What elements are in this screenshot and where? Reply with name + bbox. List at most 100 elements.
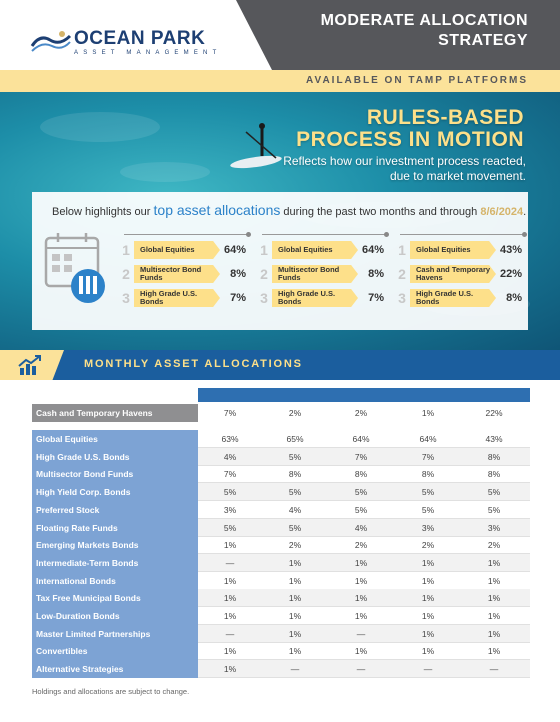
- allocation-item: 1 Global Equities 64%: [118, 240, 250, 260]
- column-divider: [262, 232, 389, 237]
- intro-end: .: [523, 206, 527, 218]
- allocation-item: 3 High Grade U.S. Bonds 7%: [256, 288, 388, 308]
- rank-arrow: [272, 265, 358, 283]
- rank-arrow: [134, 265, 220, 283]
- table-cell: 5%: [487, 504, 501, 515]
- allocation-item: 2 Multisector Bond Funds 8%: [118, 264, 250, 284]
- row-background: [198, 589, 530, 608]
- table-cell: 5%: [223, 487, 237, 498]
- row-background: [198, 624, 530, 643]
- row-label: Intermediate-Term Bonds: [32, 553, 198, 572]
- row-label: Global Equities: [32, 430, 198, 448]
- rank-number: 1: [122, 242, 130, 258]
- table-cell: 1%: [223, 611, 237, 621]
- table-cell: 1%: [421, 408, 435, 418]
- intro-text: Below highlights our top asset allocatio…: [52, 202, 526, 218]
- rank-number: 1: [398, 242, 406, 258]
- table-cell: 8%: [421, 469, 435, 480]
- row-separator: [198, 659, 530, 661]
- allocation-label: Cash and Temporary Havens: [416, 265, 491, 282]
- rank-arrow: [272, 289, 358, 307]
- table-cell: 1%: [288, 628, 302, 639]
- row-label: Emerging Markets Bonds: [32, 536, 198, 555]
- allocation-label: Global Equities: [140, 245, 195, 255]
- allocation-value: 8%: [368, 268, 384, 280]
- intro-middle: during the past two months and through: [280, 206, 481, 218]
- divider-dot: [246, 232, 251, 237]
- allocation-column: 1 Global Equities 64% 2 Multisector Bond…: [118, 232, 251, 316]
- table-cell: 1%: [487, 575, 501, 586]
- table-cell: 2%: [288, 408, 302, 418]
- table-cell: —: [225, 557, 235, 568]
- rank-number: 2: [398, 266, 406, 282]
- table-cell: 2%: [487, 540, 501, 551]
- allocation-item: 2 Multisector Bond Funds 8%: [256, 264, 388, 284]
- table-row: Master Limited Partnerships — 1% — 1% 1%: [32, 624, 530, 643]
- allocation-label: Multisector Bond Funds: [140, 265, 202, 282]
- section-title: MONTHLY ASSET ALLOCATIONS: [84, 358, 303, 370]
- table-row: High Grade U.S. Bonds 4% 5% 7% 7% 8%: [32, 447, 530, 466]
- allocation-value: 7%: [230, 292, 246, 304]
- platform-text: AVAILABLE ON TAMP PLATFORMS: [306, 75, 528, 86]
- table-cell: 3%: [421, 522, 435, 533]
- table-cell: 1%: [487, 593, 501, 604]
- hero-title-line-2: PROCESS IN MOTION: [296, 128, 524, 151]
- allocation-item: 1 Global Equities 64%: [256, 240, 388, 260]
- row-background: [198, 518, 530, 537]
- table-cell: 1%: [223, 646, 237, 657]
- intro-highlight: top asset allocations: [153, 202, 281, 218]
- table-cell: 2%: [354, 408, 368, 418]
- growth-chart-icon: [18, 355, 41, 375]
- divider-dot: [384, 232, 389, 237]
- row-separator: [198, 553, 530, 555]
- table-cell: 1%: [354, 575, 368, 586]
- row-label: High Grade U.S. Bonds: [32, 447, 198, 466]
- table-cell: 7%: [223, 408, 237, 418]
- rank-arrow: [410, 289, 496, 307]
- row-separator: [198, 517, 530, 519]
- logo-name: OCEAN PARK: [74, 28, 206, 49]
- row-label: Low-Duration Bonds: [32, 607, 198, 625]
- rank-number: 1: [260, 242, 268, 258]
- row-separator: [198, 624, 530, 625]
- row-separator: [198, 447, 530, 448]
- table-cell: 1%: [354, 557, 368, 568]
- allocation-item: 1 Global Equities 43%: [394, 240, 526, 260]
- table-cell: 5%: [288, 451, 302, 462]
- rank-arrow: [134, 289, 220, 307]
- table-cell: 1%: [487, 611, 501, 621]
- table-cell: 1%: [354, 646, 368, 657]
- row-label: Convertibles: [32, 642, 198, 661]
- table-cell: 1%: [223, 575, 237, 586]
- rank-number: 3: [122, 290, 130, 306]
- table-cell: 7%: [421, 451, 435, 462]
- allocation-label: Multisector Bond Funds: [278, 265, 340, 282]
- table-cell: —: [225, 628, 235, 639]
- table-row: International Bonds 1% 1% 1% 1% 1%: [32, 571, 530, 590]
- row-separator: [198, 641, 530, 643]
- table-row: Low-Duration Bonds 1% 1% 1% 1% 1%: [32, 607, 530, 625]
- column-divider: [400, 232, 527, 237]
- table-cell: 2%: [288, 540, 302, 551]
- table-cell: 5%: [487, 487, 501, 498]
- table-cell: —: [489, 664, 499, 675]
- header: OCEAN PARK ASSET MANAGEMENT MODERATE ALL…: [0, 0, 560, 70]
- table-row: Emerging Markets Bonds 1% 2% 2% 2% 2%: [32, 536, 530, 555]
- row-background: [198, 483, 530, 502]
- table-header-bar: [198, 388, 530, 402]
- row-separator: [198, 570, 530, 572]
- top-allocations-panel: Below highlights our top asset allocatio…: [32, 192, 528, 330]
- monthly-allocations-band: MONTHLY ASSET ALLOCATIONS: [0, 350, 560, 380]
- row-separator: [198, 482, 530, 484]
- table-cell: 1%: [487, 557, 501, 568]
- row-separator: [198, 500, 530, 502]
- allocation-value: 8%: [506, 292, 522, 304]
- table-cell: 8%: [354, 469, 368, 480]
- table-cell: 64%: [419, 434, 437, 444]
- rank-number: 3: [398, 290, 406, 306]
- table-row: Global Equities 63% 65% 64% 64% 43%: [32, 430, 530, 448]
- table-cell: 5%: [354, 504, 368, 515]
- rank-number: 3: [260, 290, 268, 306]
- row-separator: [198, 606, 530, 608]
- chart-icon-box: [0, 350, 64, 380]
